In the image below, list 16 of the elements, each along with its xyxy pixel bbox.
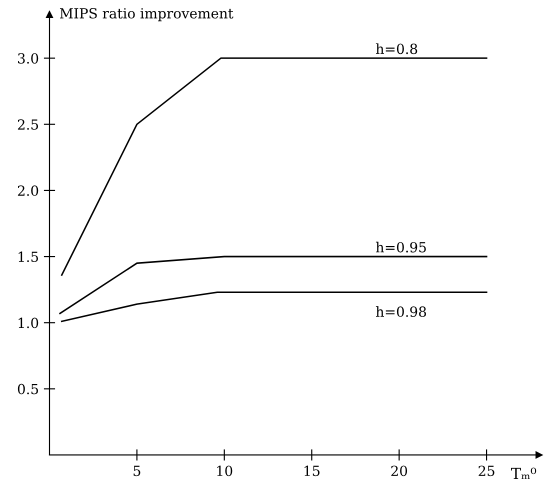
x-tick-label: 20 — [391, 466, 408, 476]
y-tick-label: 1.0 — [18, 318, 38, 328]
series-label: h=0.95 — [376, 242, 426, 252]
x-axis-title: Tₘ⁰ — [511, 468, 536, 480]
y-axis-title: MIPS ratio improvement — [60, 8, 234, 22]
x-tick-label: 25 — [478, 466, 494, 476]
series-label: h=0.98 — [376, 306, 426, 317]
x-tick-label: 5 — [134, 466, 140, 476]
x-tick-label: 15 — [304, 466, 320, 476]
y-tick-label: 2.5 — [18, 119, 38, 130]
y-tick-label: 0.5 — [18, 384, 38, 394]
y-tick-label: 3.0 — [18, 53, 38, 64]
y-tick-label: 1.5 — [18, 252, 38, 262]
y-tick-label: 2.0 — [18, 185, 38, 196]
x-tick-label: 10 — [217, 466, 232, 476]
series-label: h=0.8 — [376, 43, 418, 54]
